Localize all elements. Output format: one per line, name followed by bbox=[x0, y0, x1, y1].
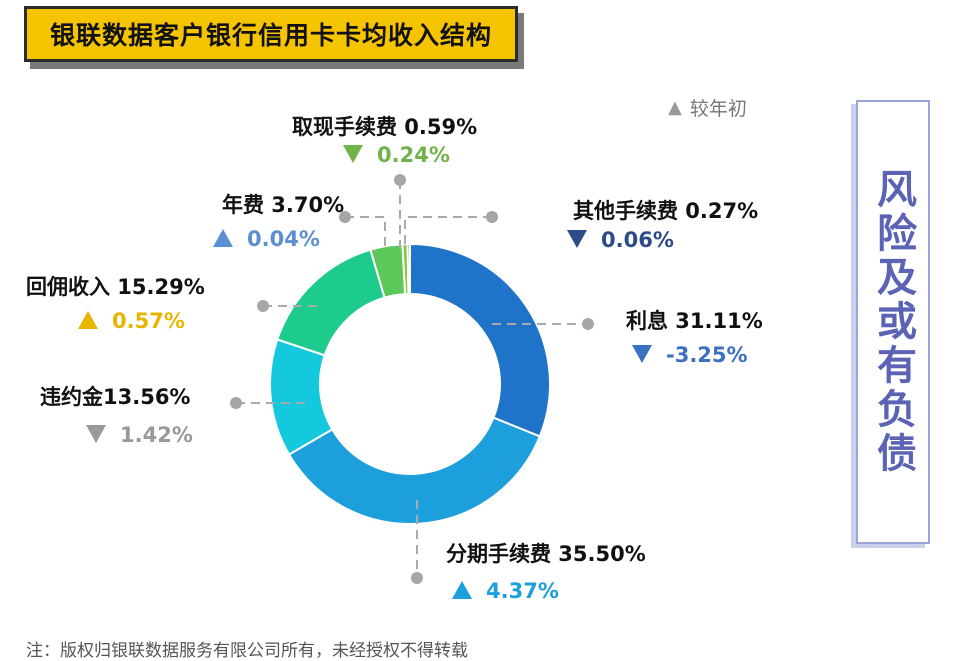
leader-dot-2 bbox=[230, 397, 242, 409]
leader-dot-1 bbox=[411, 572, 423, 584]
down-triangle-icon-5 bbox=[343, 145, 363, 163]
donut-slice-1 bbox=[287, 416, 542, 525]
slice-change-3: 0.57% bbox=[112, 309, 185, 333]
leader-dot-5 bbox=[394, 174, 406, 186]
slice-change-6: 0.06% bbox=[601, 228, 674, 252]
slice-change-2: 1.42% bbox=[120, 423, 193, 447]
down-triangle-icon-2 bbox=[86, 425, 106, 443]
slice-change-1: 4.37% bbox=[486, 579, 559, 603]
leader-dot-0 bbox=[582, 318, 594, 330]
up-triangle-icon-4 bbox=[213, 229, 233, 247]
slice-label-5: 取现手续费 0.59% bbox=[292, 115, 477, 139]
slice-change-5: 0.24% bbox=[377, 143, 450, 167]
chart-title: 银联数据客户银行信用卡卡均收入结构 bbox=[49, 21, 492, 50]
leader-line-6 bbox=[404, 216, 492, 248]
slice-label-4: 年费 3.70% bbox=[222, 193, 344, 217]
slice-label-0: 利息 31.11% bbox=[626, 309, 763, 333]
leader-dot-6 bbox=[486, 211, 498, 223]
leader-line-4 bbox=[345, 216, 386, 248]
up-triangle-icon-1 bbox=[452, 581, 472, 599]
leader-dot-3 bbox=[257, 300, 269, 312]
title-banner: 银联数据客户银行信用卡卡均收入结构 bbox=[24, 6, 518, 62]
slice-change-4: 0.04% bbox=[247, 227, 320, 251]
leader-dot-4 bbox=[339, 211, 351, 223]
slice-label-3: 回佣收入 15.29% bbox=[26, 275, 205, 299]
footnote: 注：版权归银联数据服务有限公司所有，未经授权不得转载 bbox=[26, 641, 468, 661]
legend-triangle-icon: ▲ bbox=[668, 97, 682, 118]
legend: ▲ 较年初 bbox=[668, 94, 747, 121]
down-triangle-icon-6 bbox=[567, 230, 587, 248]
down-triangle-icon-0 bbox=[632, 345, 652, 363]
side-panel: 风险及或有负债 bbox=[856, 100, 930, 544]
up-triangle-icon-3 bbox=[78, 311, 98, 329]
slice-label-2: 违约金13.56% bbox=[40, 385, 190, 409]
side-panel-label: 风险及或有负债 bbox=[870, 168, 916, 476]
donut-slice-0 bbox=[409, 242, 551, 438]
slice-label-6: 其他手续费 0.27% bbox=[573, 199, 758, 223]
donut-slice-6 bbox=[406, 242, 411, 296]
slice-label-1: 分期手续费 35.50% bbox=[446, 542, 646, 566]
slice-change-0: -3.25% bbox=[666, 343, 748, 367]
legend-label: 较年初 bbox=[689, 98, 747, 120]
donut-slice-3 bbox=[276, 248, 386, 357]
